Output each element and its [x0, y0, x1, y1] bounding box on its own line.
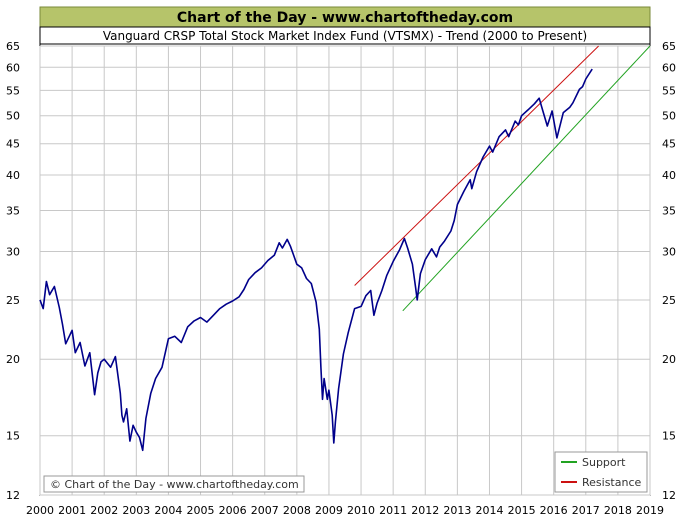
x-axis: 2000 2001 2002 2003 2004 2005 2006 2007 2008 2009… — [26, 504, 664, 517]
x-tick-label: 2009 — [315, 504, 343, 517]
y-tick-label-right: 50 — [662, 110, 676, 123]
x-tick-label: 2010 — [347, 504, 375, 517]
y-tick-label-left: 45 — [6, 138, 20, 151]
banner-title: Chart of the Day - www.chartoftheday.com — [177, 10, 513, 26]
x-tick-label: 2000 — [26, 504, 54, 517]
trend-lines — [354, 45, 651, 312]
y-tick-label-right: 20 — [662, 353, 676, 366]
x-tick-label: 2013 — [443, 504, 471, 517]
y-tick-label-left: 20 — [6, 353, 20, 366]
x-tick-label: 2008 — [283, 504, 311, 517]
x-tick-label: 2016 — [540, 504, 568, 517]
x-tick-label: 2004 — [154, 504, 182, 517]
x-tick-label: 2011 — [379, 504, 407, 517]
x-tick-label: 2017 — [572, 504, 600, 517]
chart-subtitle: Vanguard CRSP Total Stock Market Index F… — [103, 29, 587, 43]
x-tick-label: 2018 — [604, 504, 632, 517]
y-tick-label-left: 15 — [6, 430, 20, 443]
x-tick-label: 2006 — [219, 504, 247, 517]
copyright-box — [43, 475, 305, 493]
y-axis-right: 12 15 20 25 30 35 40 45 50 55 60 65 — [662, 40, 676, 502]
y-tick-label-right: 45 — [662, 138, 676, 151]
y-tick-label-left: 25 — [6, 294, 20, 307]
x-tick-label: 2019 — [636, 504, 664, 517]
y-tick-label-left: 30 — [6, 245, 20, 258]
y-axis-left: 12 15 20 25 30 35 40 45 50 55 60 65 — [6, 40, 20, 502]
y-tick-label-left: 40 — [6, 169, 20, 182]
y-tick-label-right: 55 — [662, 84, 676, 97]
x-tick-label: 2007 — [251, 504, 279, 517]
y-tick-label-left: 35 — [6, 205, 20, 218]
plot-frame — [39, 26, 651, 496]
legend: Support Resistance — [554, 451, 648, 493]
y-tick-label-right: 35 — [662, 205, 676, 218]
x-tick-label: 2015 — [508, 504, 536, 517]
copyright-text: © Chart of the Day - www.chartoftheday.c… — [50, 478, 299, 491]
y-tick-label-right: 12 — [662, 489, 676, 502]
y-tick-label-right: 15 — [662, 430, 676, 443]
price-line — [39, 68, 593, 452]
y-tick-label-right: 40 — [662, 169, 676, 182]
x-tick-label: 2005 — [187, 504, 215, 517]
y-tick-label-right: 30 — [662, 245, 676, 258]
trend-line-support — [402, 45, 651, 312]
y-tick-label-right: 25 — [662, 294, 676, 307]
x-tick-label: 2012 — [411, 504, 439, 517]
y-tick-label-left: 60 — [6, 61, 20, 74]
trend-line-resistance — [354, 45, 599, 286]
grid-lines — [39, 45, 651, 496]
legend-box — [554, 451, 648, 493]
x-tick-label: 2002 — [90, 504, 118, 517]
x-tick-label: 2014 — [475, 504, 503, 517]
y-tick-label-left: 50 — [6, 110, 20, 123]
y-tick-label-left: 55 — [6, 84, 20, 97]
y-tick-label-left: 65 — [6, 40, 20, 53]
y-tick-label-left: 12 — [6, 489, 20, 502]
legend-support-label: Support — [582, 456, 626, 469]
price-series — [39, 68, 593, 452]
legend-resistance-label: Resistance — [582, 476, 642, 489]
y-tick-label-right: 60 — [662, 61, 676, 74]
x-tick-label: 2003 — [122, 504, 150, 517]
x-tick-label: 2001 — [58, 504, 86, 517]
y-tick-label-right: 65 — [662, 40, 676, 53]
